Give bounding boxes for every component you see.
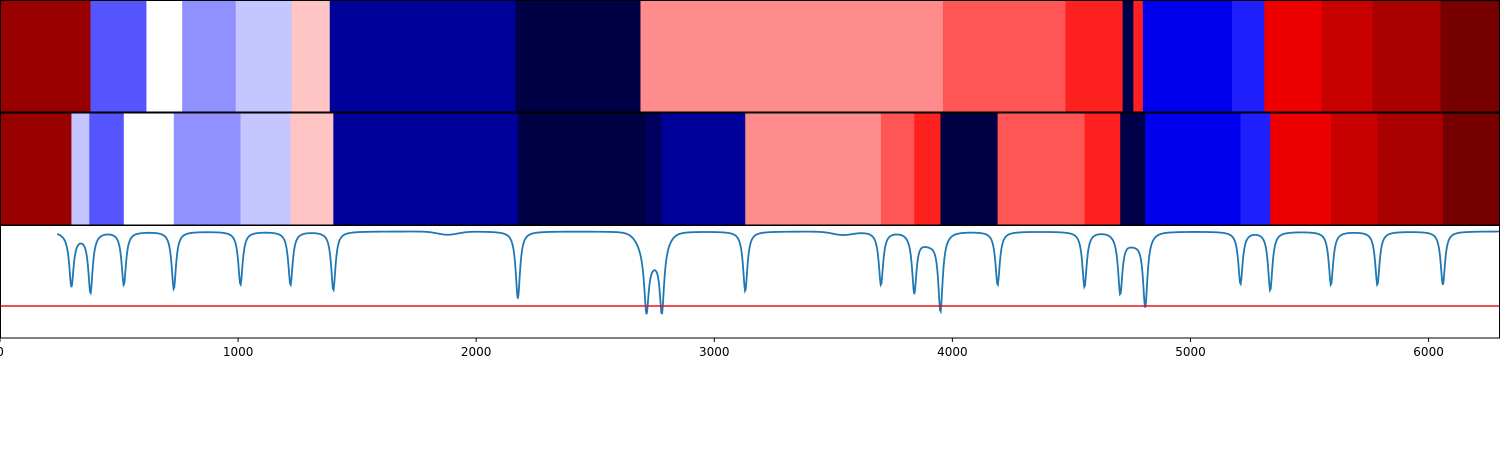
heatmap-segment [240,113,292,225]
heatmap-segment [90,0,148,112]
x-tick-label: 2000 [461,345,492,359]
x-tick-label: 1000 [223,345,254,359]
heatmap-segment [745,113,882,225]
heatmap-segment [1372,0,1442,112]
heatmap-segment [1145,113,1242,225]
heatmap-segment [1232,0,1265,112]
heatmap-segment [0,113,73,225]
heatmap-segment [1270,113,1332,225]
heatmap-track-1 [0,0,1500,112]
heatmap-segment [290,113,334,225]
heatmap-segment [1264,0,1323,112]
heatmap-segment [89,113,125,225]
heatmap-track-2 [0,113,1500,225]
heatmap-segment [640,0,944,112]
heatmap-segment [880,113,915,225]
heatmap-segment [661,113,746,225]
heatmap-segment [517,113,648,225]
heatmap-segment [914,113,942,225]
heatmap-segment [182,0,237,112]
heatmap-segment [1065,0,1124,112]
heatmap-segment [0,0,92,112]
heatmap-segment [646,113,663,225]
x-tick-label: 4000 [937,345,968,359]
heatmap-segment [1321,0,1374,112]
heatmap-segment [146,0,183,112]
heatmap-segment [291,0,331,112]
heatmap-segment [515,0,642,112]
heatmap-segment [71,113,90,225]
x-axis: 0 1000 2000 3000 4000 5000 6000 [0,338,1444,359]
heatmap-segment [235,0,293,112]
x-tick-label: 0 [0,345,4,359]
x-tick-label: 5000 [1175,345,1206,359]
heatmap-segment [942,0,1067,112]
heatmap-segment [1442,113,1500,225]
heatmap-segment [173,113,242,225]
heatmap-segment [1440,0,1500,112]
heatmap-segment [1120,113,1146,225]
heatmap-segment [123,113,175,225]
heatmap-segment [329,0,517,112]
heatmap-segment [1122,0,1134,112]
signal-panel [0,230,1500,315]
heatmap-segment [1330,113,1378,225]
signal-line [56,230,1500,315]
x-tick-label: 3000 [699,345,730,359]
heatmap-segment [333,113,519,225]
heatmap-segment [940,113,999,225]
x-tick-label: 6000 [1413,345,1444,359]
heatmap-segment [1240,113,1271,225]
heatmap-segment [1133,0,1144,112]
heatmap-segment [997,113,1086,225]
heatmap-segment [1377,113,1444,225]
heatmap-segment [1142,0,1233,112]
heatmap-segment [1084,113,1121,225]
